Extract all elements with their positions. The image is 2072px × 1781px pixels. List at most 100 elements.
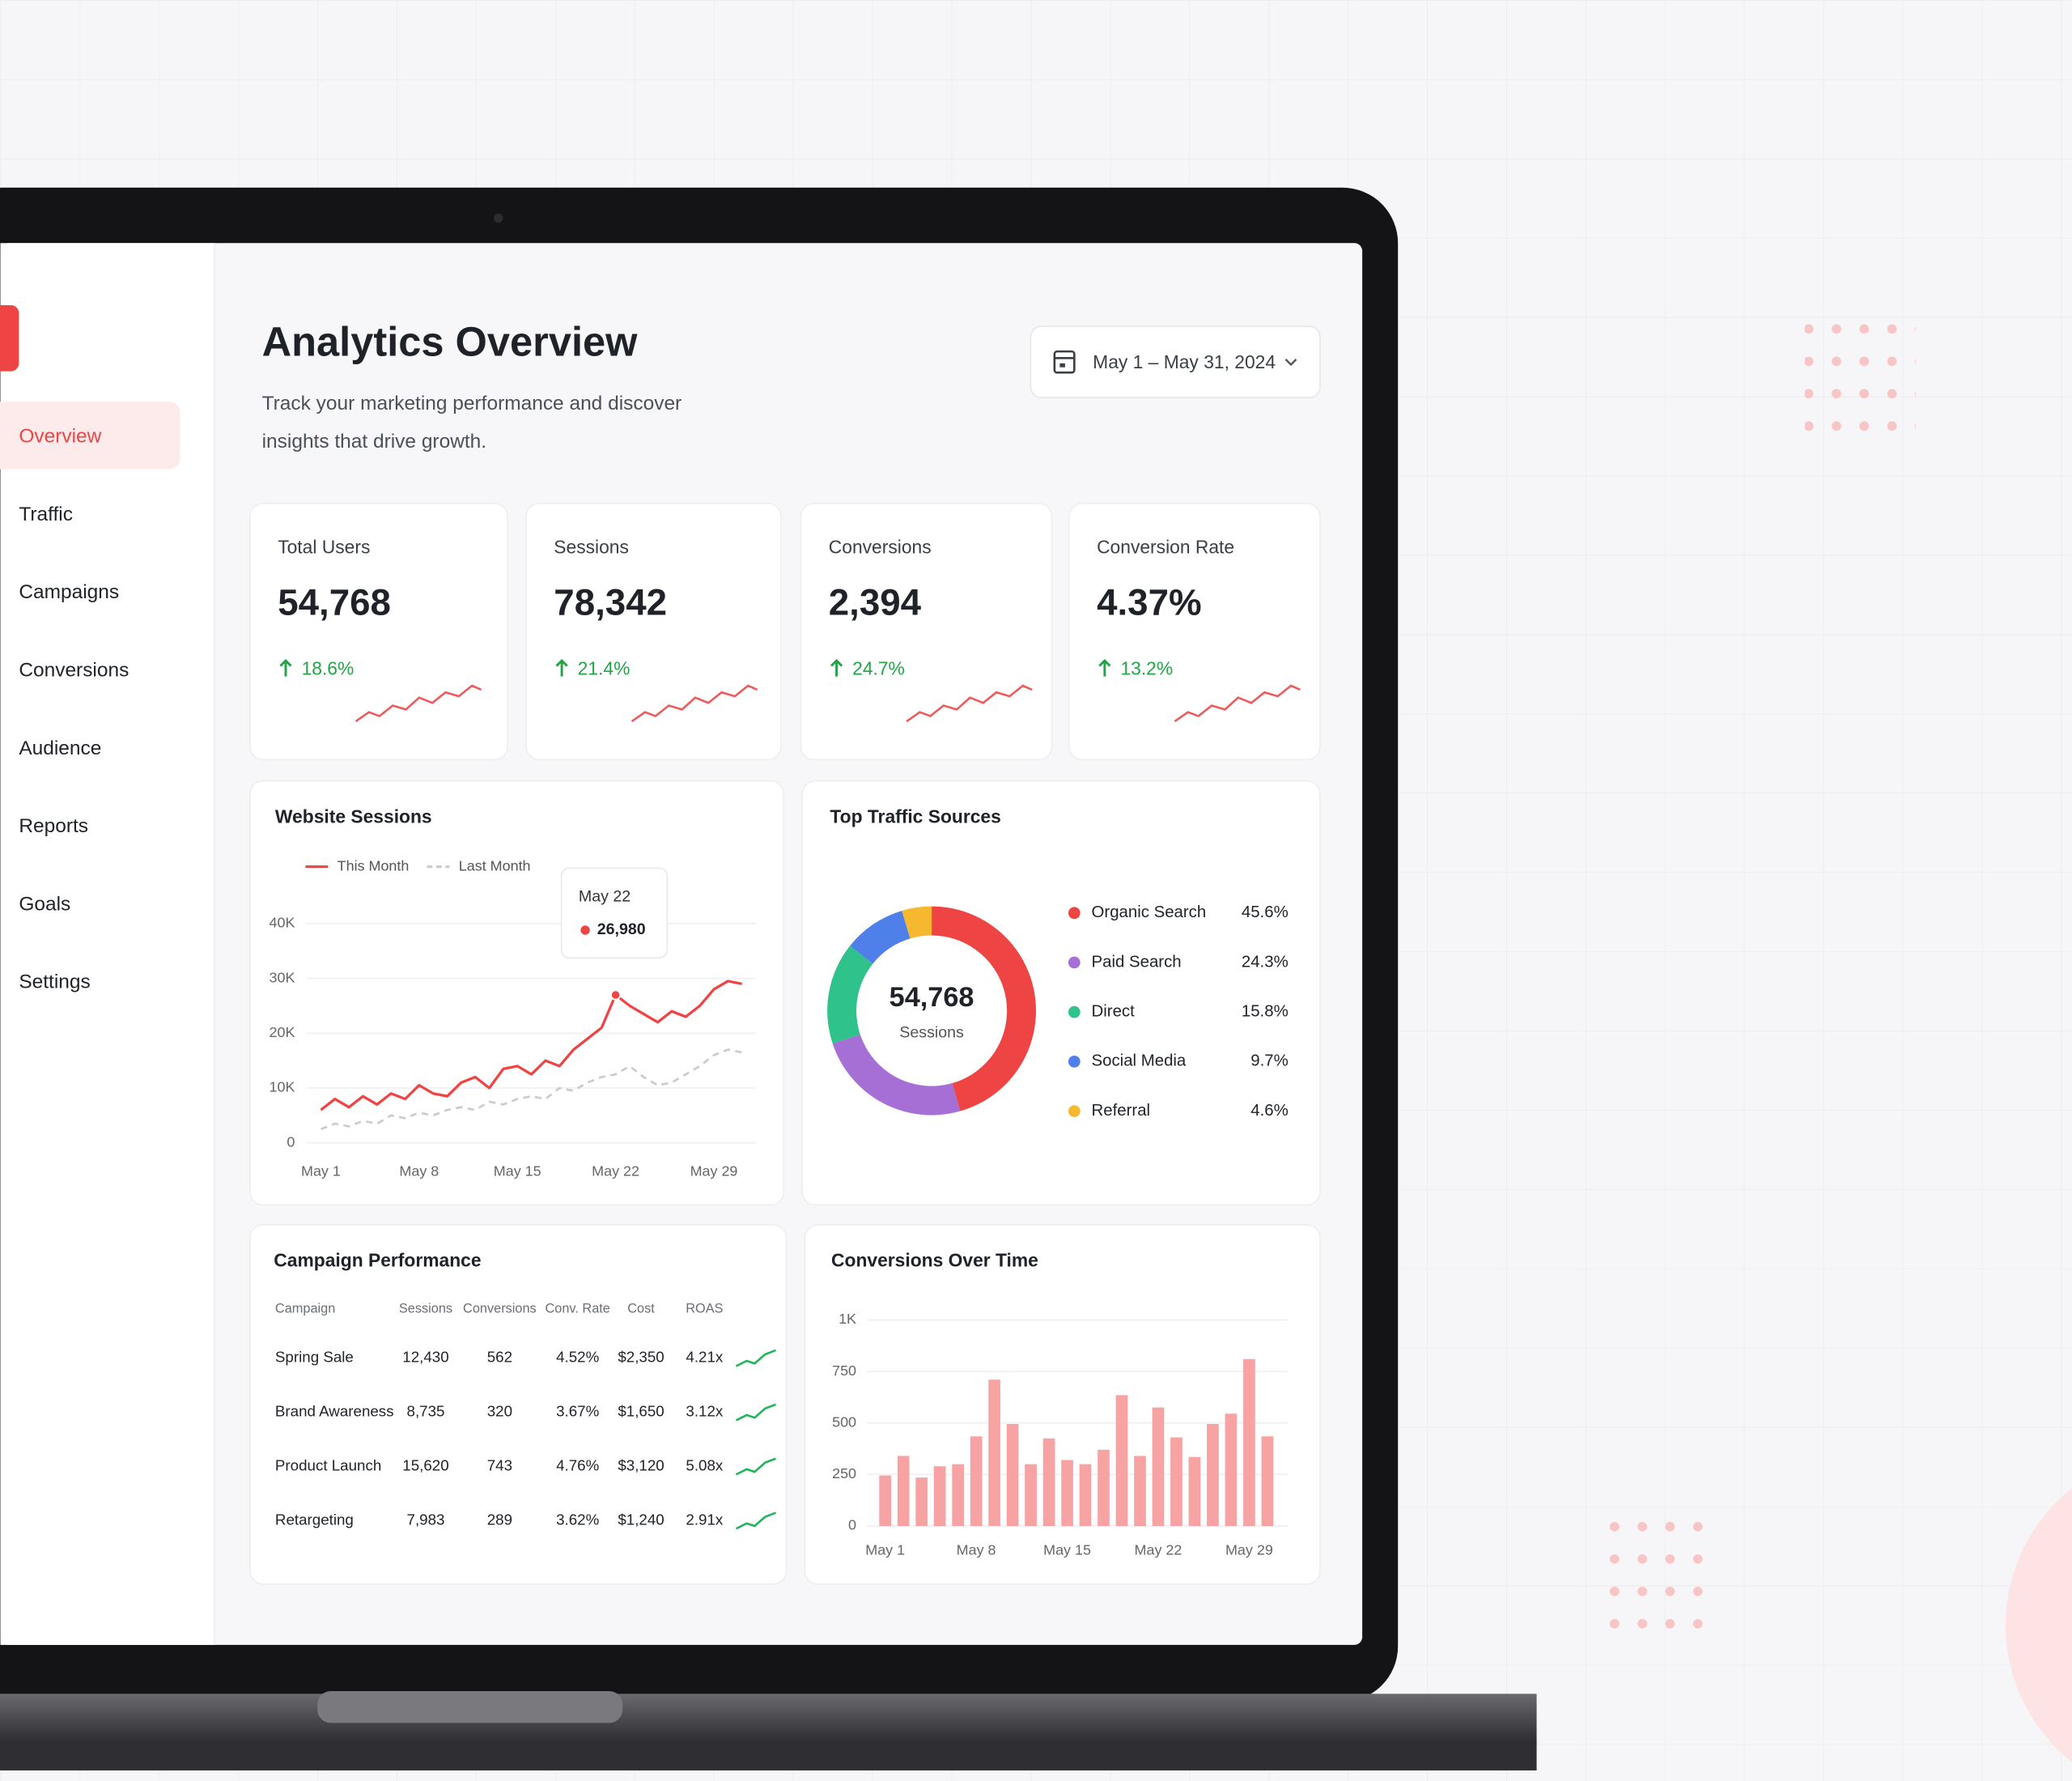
dot-pattern — [1595, 1511, 1708, 1642]
x-tick-label: May 8 — [957, 1542, 996, 1558]
y-tick-label: 1K — [839, 1311, 856, 1327]
card — [801, 780, 1321, 1206]
x-tick-label: May 29 — [1225, 1542, 1273, 1558]
donut-segment — [902, 906, 932, 939]
table-header: Sessions — [399, 1302, 452, 1316]
y-tick-label: 40K — [269, 915, 295, 931]
table-cell: 320 — [487, 1403, 512, 1420]
bar — [952, 1464, 964, 1527]
table-cell: Retargeting — [275, 1511, 354, 1528]
nav-item[interactable]: Settings — [19, 971, 90, 993]
logo — [0, 305, 19, 372]
bar — [1243, 1358, 1255, 1527]
kpi-sparkline — [631, 684, 758, 723]
table-cell: 562 — [487, 1349, 512, 1366]
card — [249, 780, 785, 1206]
table-cell: $1,240 — [618, 1511, 664, 1528]
legend-dot — [1068, 1105, 1081, 1117]
table-cell: $1,650 — [618, 1403, 664, 1420]
bar — [1207, 1423, 1219, 1527]
table-cell: 3.62% — [556, 1511, 599, 1528]
table-cell: 743 — [487, 1457, 512, 1474]
table-cell: 3.12x — [686, 1403, 723, 1420]
bar — [1188, 1456, 1201, 1527]
legend-value: 15.8% — [1242, 1003, 1289, 1021]
legend-label: Social Media — [1092, 1052, 1187, 1070]
donut-segment — [827, 946, 873, 1044]
x-tick-label: May 15 — [494, 1163, 541, 1179]
laptop-base — [0, 1694, 1537, 1745]
bar — [879, 1475, 892, 1527]
nav-item[interactable]: Traffic — [19, 504, 73, 525]
card — [249, 1224, 788, 1585]
table-header: Conv. Rate — [545, 1302, 609, 1316]
legend-label: Direct — [1092, 1003, 1136, 1021]
nav-item[interactable]: Reports — [19, 815, 88, 837]
bar — [933, 1466, 946, 1527]
date-picker[interactable]: May 1 – May 31, 2024 — [1030, 325, 1321, 399]
table-header: Conversions — [463, 1302, 537, 1316]
x-tick-label: May 22 — [1135, 1542, 1182, 1558]
table-cell: Spring Sale — [275, 1349, 354, 1366]
row-sparkline — [735, 1511, 776, 1530]
nav-item[interactable]: Overview — [19, 426, 101, 448]
legend-dot — [1068, 1056, 1081, 1068]
arrow-up-icon — [279, 658, 292, 677]
page-subtitle: insights that drive growth. — [262, 431, 486, 453]
table-header: Cost — [627, 1302, 655, 1316]
table-cell: 5.08x — [686, 1457, 723, 1474]
kpi-label: Sessions — [554, 536, 629, 557]
y-tick-label: 750 — [832, 1362, 856, 1379]
nav-item[interactable]: Conversions — [19, 660, 129, 682]
table-cell: $2,350 — [618, 1349, 664, 1366]
row-sparkline — [735, 1349, 776, 1367]
y-tick-label: 500 — [832, 1413, 856, 1430]
legend-value: 9.7% — [1250, 1052, 1288, 1070]
kpi-card — [249, 502, 508, 761]
bar — [988, 1379, 1000, 1527]
date-range[interactable]: May 1 – May 31, 2024 — [1093, 351, 1276, 372]
legend-label: Last Month — [459, 857, 531, 873]
legend-value: 4.6% — [1250, 1102, 1288, 1120]
tooltip-box — [560, 867, 669, 959]
arrow-up-icon — [1098, 658, 1111, 677]
kpi-sparkline — [1174, 684, 1301, 723]
bar — [1025, 1464, 1037, 1527]
table-cell: 7,983 — [407, 1511, 445, 1528]
arrow-up-icon — [830, 658, 843, 677]
legend-dot — [1068, 956, 1081, 969]
donut-segment — [850, 910, 911, 964]
card-title: Conversions Over Time — [831, 1250, 1038, 1271]
decor-circle — [2005, 1488, 2072, 1762]
date-picker-box[interactable] — [1030, 325, 1321, 399]
y-tick-label: 0 — [287, 1133, 295, 1150]
y-tick-label: 20K — [269, 1024, 295, 1040]
table-cell: 8,735 — [407, 1403, 445, 1420]
x-tick-label: May 1 — [301, 1163, 341, 1179]
nav-item[interactable]: Goals — [19, 893, 70, 915]
legend-label: Organic Search — [1092, 903, 1207, 921]
x-tick-label: May 29 — [690, 1163, 738, 1179]
calendar-icon — [1059, 363, 1065, 368]
tooltip-dot — [580, 925, 590, 935]
donut-center-value: 54,768 — [890, 982, 974, 1013]
bar — [915, 1477, 928, 1527]
kpi-card — [800, 502, 1053, 761]
laptop-base-edge — [0, 1741, 1537, 1770]
bar — [970, 1436, 983, 1527]
campaign-table: Campaign Sessions Conversions Conv. Rate Cos… — [275, 1302, 776, 1530]
line-series — [320, 1048, 742, 1131]
donut-center-label: Sessions — [899, 1023, 964, 1041]
laptop-camera — [494, 213, 503, 223]
legend-label: Paid Search — [1092, 953, 1182, 971]
nav-item[interactable]: Campaigns — [19, 581, 119, 603]
sessions-chart: This Month Last Month 0 10K 20K 30K 40K May 1 Ma… — [269, 857, 757, 1179]
nav-item[interactable]: Audience — [19, 737, 101, 759]
legend-value: 45.6% — [1242, 903, 1289, 921]
kpi-row: Total Users 54,768 18.6% Sessions 78,342 21.4… — [249, 502, 1321, 761]
table-cell: Brand Awareness — [275, 1403, 394, 1420]
table-header: Campaign — [275, 1302, 335, 1316]
kpi-label: Total Users — [278, 536, 370, 557]
